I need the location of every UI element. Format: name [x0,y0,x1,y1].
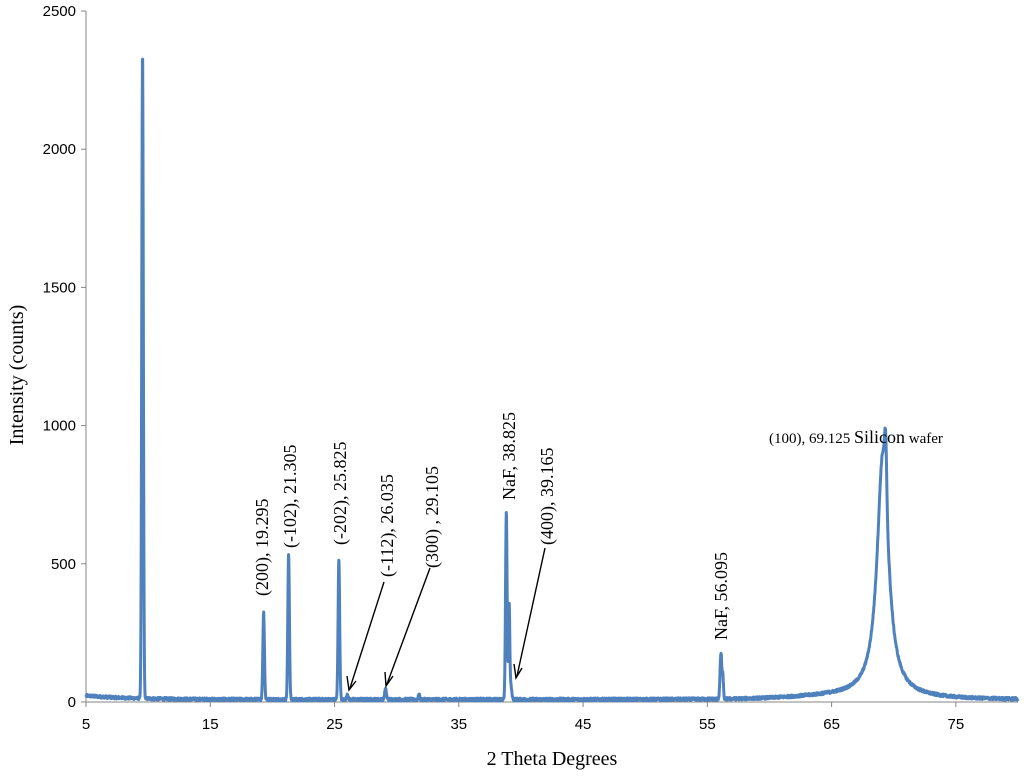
y-tick-label: 2000 [43,141,76,158]
x-axis-ticks: 5 15 25 35 45 55 65 75 [82,702,964,733]
x-tick-label: 15 [202,716,219,733]
annotation-naf-38: NaF, 38.825 [499,412,519,500]
annotation-200: (200), 19.295 [252,499,273,597]
y-axis-ticks: 0 500 1000 1500 2000 2500 [43,3,86,711]
y-tick-label: 1000 [43,418,76,435]
y-tick-label: 1500 [43,279,76,296]
y-tick-label: 2500 [43,3,76,20]
annotation-400: (400), 39.165 [537,448,558,546]
arrow-300 [384,567,431,689]
arrow-400 [513,547,546,681]
annotation-112: (-112), 26.035 [377,474,398,577]
series-line [84,57,1020,703]
annotation-silicon: (100), 69.125 Silicon wafer [769,427,943,447]
x-tick-label: 65 [823,716,840,733]
x-tick-label: 45 [575,716,592,733]
x-tick-label: 75 [948,716,965,733]
y-tick-label: 0 [68,694,76,711]
x-tick-label: 35 [450,716,467,733]
arrow-112 [346,581,385,692]
annotation-202: (-202), 25.825 [330,442,351,545]
annotation-naf-56: NaF, 56.095 [711,552,731,640]
y-axis-title: Intensity (counts) [6,305,28,446]
x-tick-label: 25 [326,716,343,733]
annotation-102: (-102), 21.305 [280,445,301,548]
x-tick-label: 5 [82,716,90,733]
x-tick-label: 55 [699,716,716,733]
x-axis-title: 2 Theta Degrees [487,748,618,770]
annotation-300: (300) , 29.105 [422,466,443,568]
y-tick-label: 500 [51,556,76,573]
